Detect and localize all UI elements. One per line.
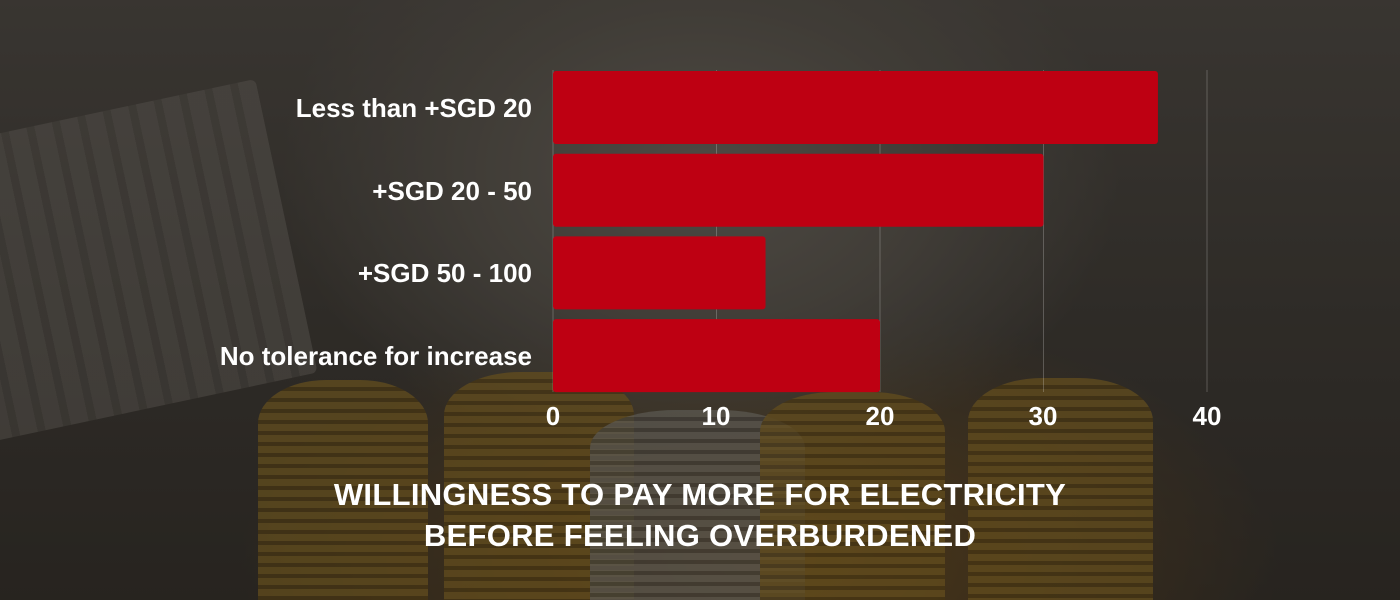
coin-stack [760, 392, 945, 600]
bar [553, 236, 766, 310]
coin-stack [258, 380, 428, 600]
chart-title-line: WILLINGNESS TO PAY MORE FOR ELECTRICITY [333, 477, 1067, 512]
bar [553, 153, 1044, 227]
x-tick-label: 20 [865, 401, 895, 431]
x-tick-label: 10 [701, 401, 731, 431]
x-tick-label: 30 [1028, 401, 1058, 431]
category-label: No tolerance for increase [219, 341, 532, 371]
bars [553, 71, 1158, 393]
chart-title: WILLINGNESS TO PAY MORE FOR ELECTRICITY … [200, 474, 1200, 556]
category-label: +SGD 50 - 100 [357, 258, 532, 288]
bar [553, 71, 1158, 144]
category-label: +SGD 20 - 50 [372, 176, 532, 206]
x-tick-label: 40 [1192, 401, 1222, 431]
coin-stack [968, 378, 1153, 600]
chart-title-line: BEFORE FEELING OVERBURDENED [423, 518, 977, 553]
bar [553, 319, 880, 393]
category-label: Less than +SGD 20 [295, 93, 532, 123]
x-tick-label: 0 [545, 401, 561, 431]
